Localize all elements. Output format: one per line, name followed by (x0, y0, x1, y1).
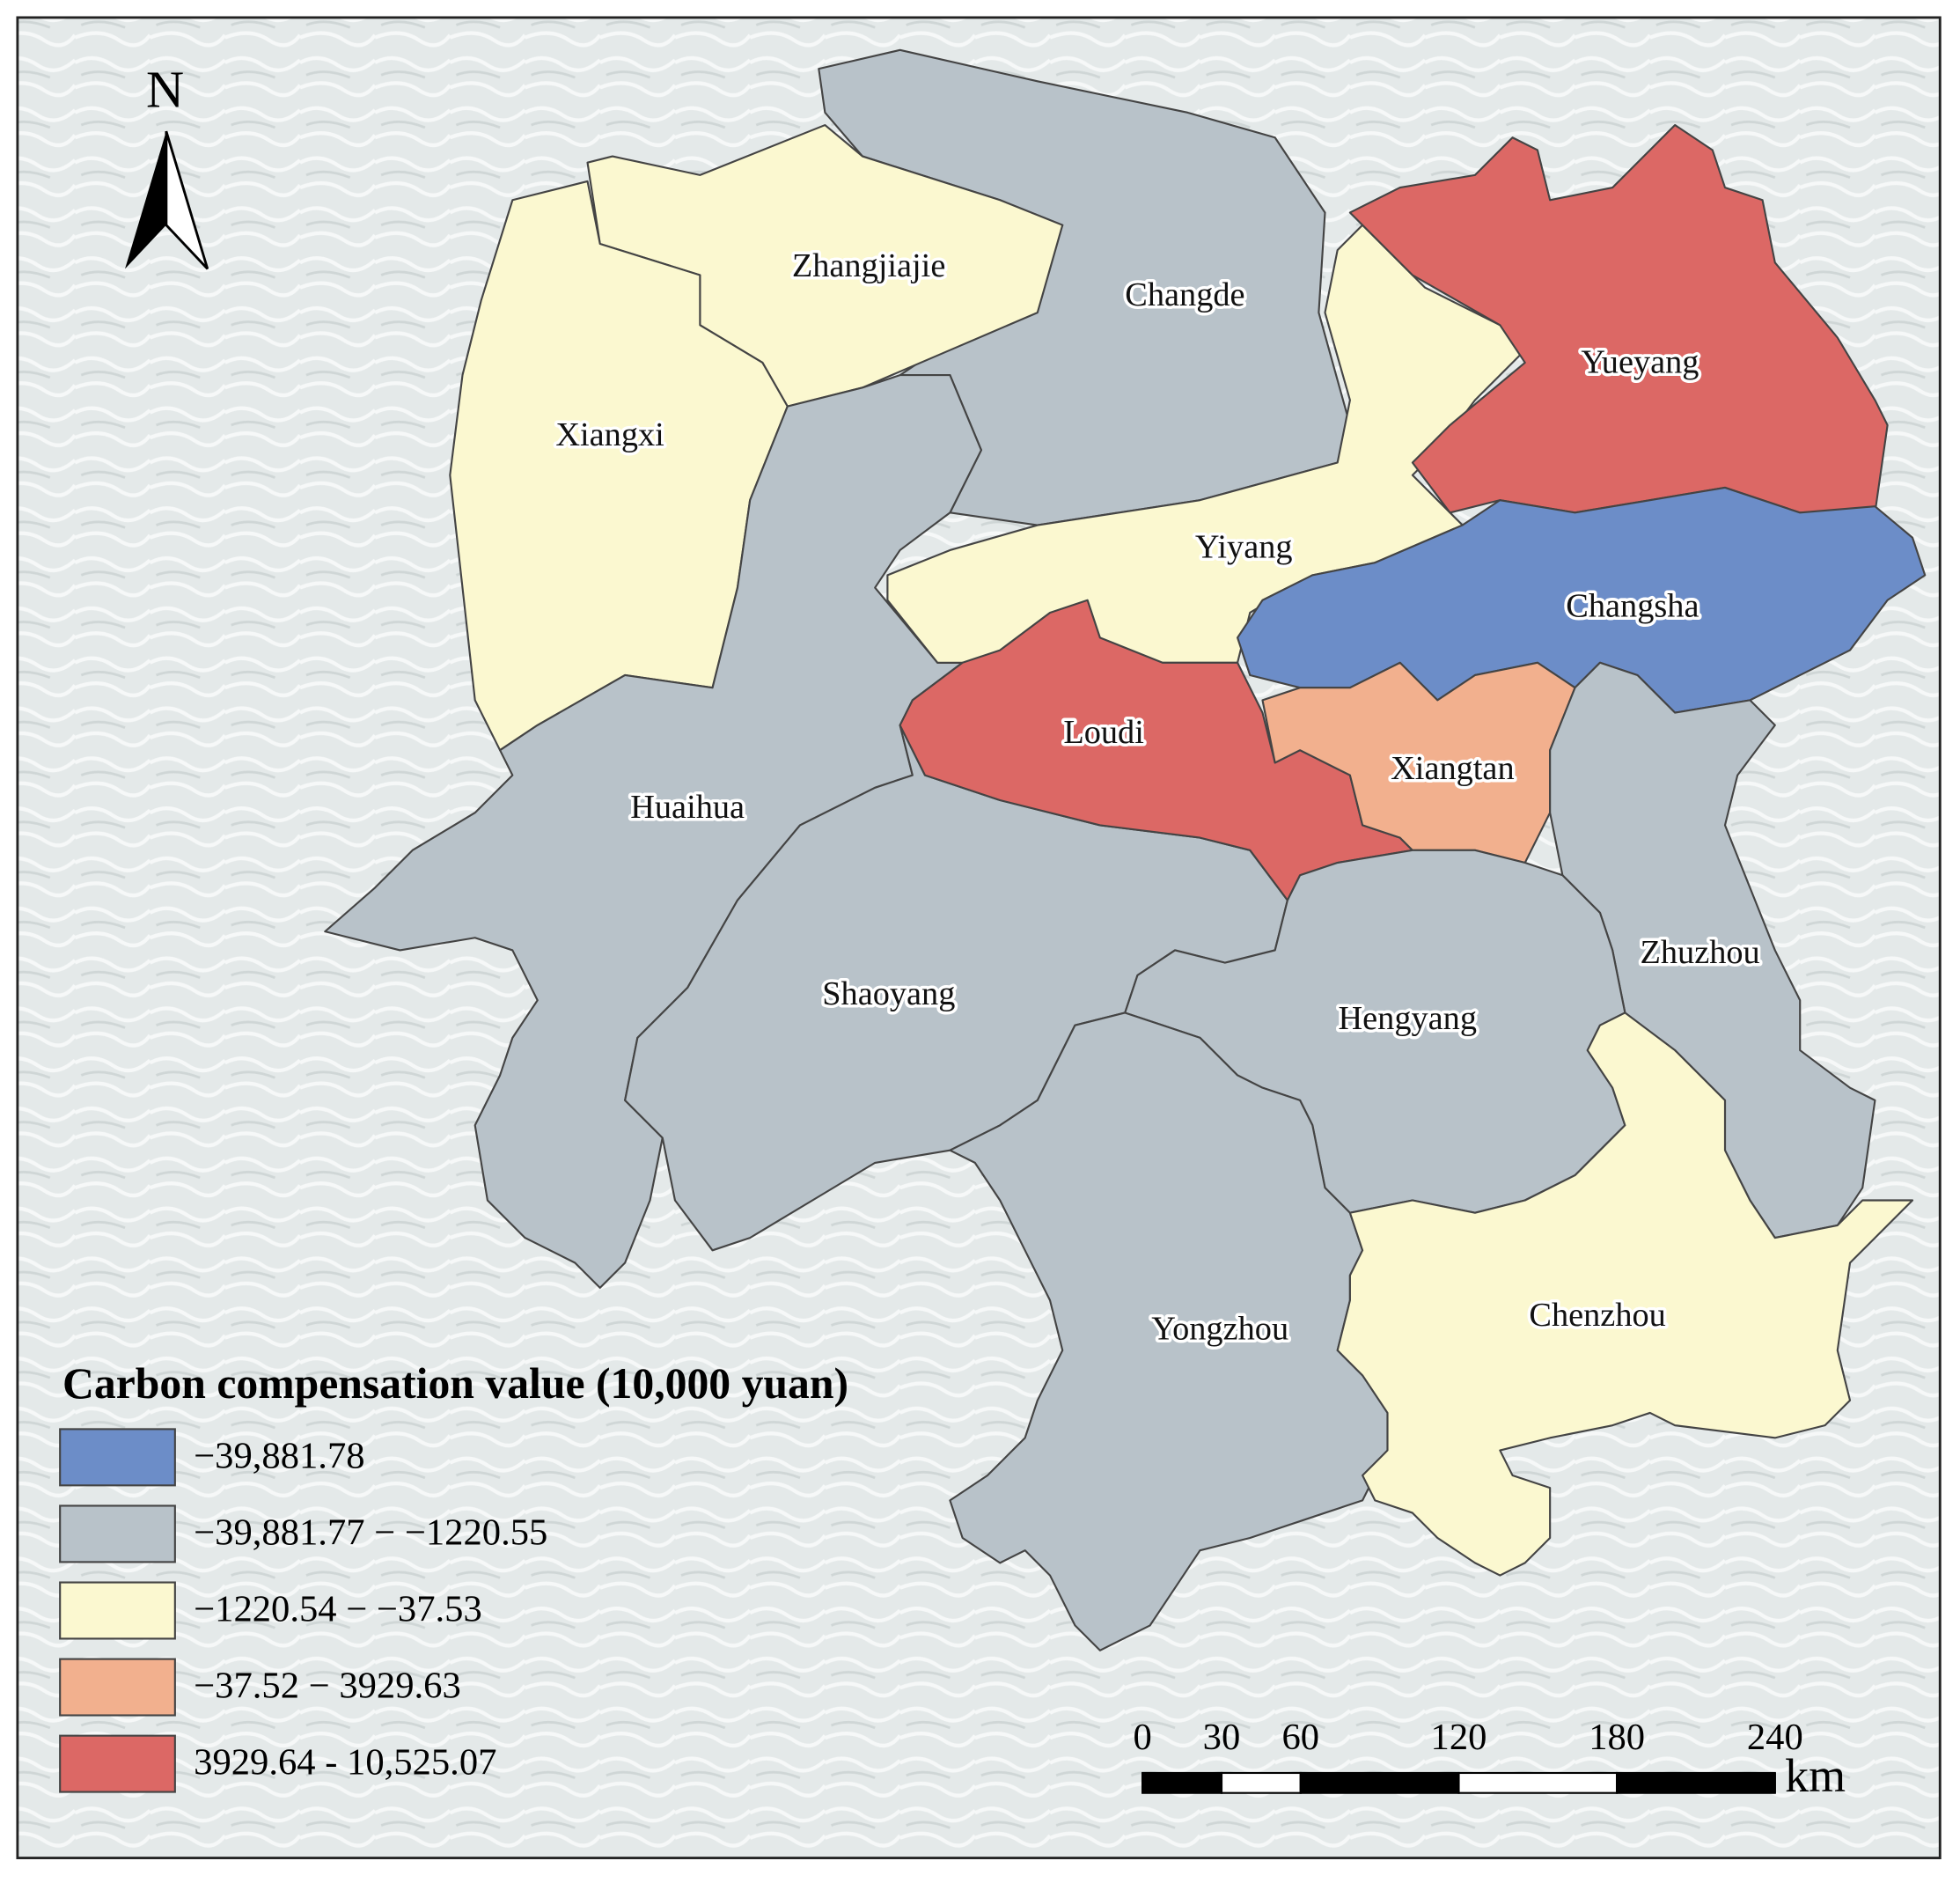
region-label: Changde (1125, 276, 1244, 313)
region-label: Zhuzhou (1640, 934, 1759, 971)
scale-unit: km (1785, 1749, 1846, 1802)
region-label: Hengyang (1338, 1000, 1477, 1037)
legend-swatch (59, 1658, 176, 1717)
region (949, 1011, 1389, 1651)
scale-segment (1220, 1771, 1302, 1794)
region-label: Shaoyang (822, 975, 955, 1012)
region-label: Yueyang (1581, 344, 1699, 381)
legend-swatch (59, 1504, 176, 1563)
scale-tick-label: 180 (1589, 1717, 1645, 1758)
scale-segment (1616, 1771, 1776, 1794)
scale-tick-label: 60 (1282, 1717, 1320, 1758)
region (1348, 123, 1889, 514)
scale-tick-label: 120 (1431, 1717, 1487, 1758)
legend-label: −37.52 − 3929.63 (194, 1665, 461, 1706)
legend-label: −39,881.77 − −1220.55 (194, 1512, 547, 1553)
region-label: Huaihua (630, 789, 745, 826)
scale-tick-label: 30 (1203, 1717, 1241, 1758)
legend-label: −1220.54 − −37.53 (194, 1588, 482, 1629)
north-arrow (165, 130, 209, 270)
region-label: Changsha (1566, 588, 1699, 625)
region-label: Zhangjiajie (792, 247, 946, 284)
region-label: Yongzhou (1151, 1310, 1288, 1347)
legend-label: 3929.64 - 10,525.07 (194, 1742, 496, 1784)
legend-label: −39,881.78 (194, 1435, 364, 1476)
region-label: Yiyang (1195, 529, 1293, 566)
scale-tick-label: 0 (1133, 1717, 1151, 1758)
scale-segment (1141, 1771, 1223, 1794)
region-label: Xiangtan (1391, 750, 1515, 787)
north-label: N (146, 61, 184, 119)
legend-title: Carbon compensation value (10,000 yuan) (62, 1359, 848, 1408)
region (1336, 1011, 1914, 1577)
region-label: Loudi (1063, 714, 1144, 751)
scale-segment (1457, 1771, 1619, 1794)
north-arrow (125, 131, 166, 269)
legend-swatch (59, 1734, 176, 1793)
region-label: Xiangxi (555, 416, 664, 453)
legend-swatch (59, 1581, 176, 1640)
region-label: Chenzhou (1529, 1297, 1665, 1334)
scale-tick-label: 240 (1747, 1717, 1803, 1758)
legend-swatch (59, 1428, 176, 1487)
scale-segment (1299, 1771, 1460, 1794)
